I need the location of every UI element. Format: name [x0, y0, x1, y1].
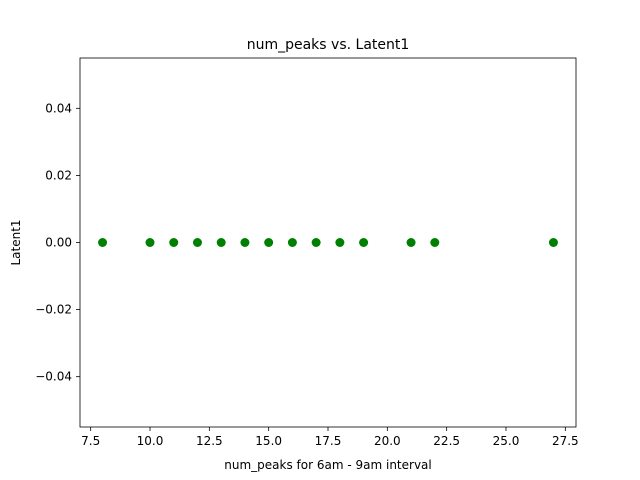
data-point — [192, 238, 202, 247]
data-point — [216, 238, 226, 247]
x-tick-label: 15.0 — [255, 434, 282, 448]
data-point — [406, 238, 416, 247]
data-point — [287, 238, 297, 247]
y-axis-label: Latent1 — [9, 219, 23, 265]
chart-title: num_peaks vs. Latent1 — [247, 37, 410, 53]
data-point — [169, 238, 179, 247]
y-tick-label: −0.04 — [35, 370, 72, 384]
x-tick-label: 7.5 — [81, 434, 100, 448]
plot-area: 7.5 10.0 12.5 15.0 17.5 20.0 22.5 25.0 27.5 −0.04… — [35, 57, 579, 448]
x-tick-label: 10.0 — [137, 434, 164, 448]
data-point — [359, 238, 369, 247]
data-point — [311, 238, 321, 247]
data-point — [98, 238, 108, 247]
x-axis-label: num_peaks for 6am - 9am interval — [224, 458, 431, 472]
data-point — [548, 238, 558, 247]
x-tick-label: 12.5 — [196, 434, 223, 448]
x-tick-label: 27.5 — [552, 434, 579, 448]
x-tick-label: 17.5 — [315, 434, 342, 448]
x-tick-label: 20.0 — [374, 434, 401, 448]
data-point — [145, 238, 155, 247]
x-tick-label: 25.0 — [493, 434, 520, 448]
data-point — [335, 238, 345, 247]
y-tick-label: 0.02 — [45, 168, 72, 182]
data-point — [240, 238, 250, 247]
data-point — [430, 238, 440, 247]
x-tick-label: 22.5 — [433, 434, 460, 448]
y-tick-label: 0.00 — [45, 236, 72, 250]
y-tick-label: 0.04 — [45, 101, 72, 115]
data-point — [264, 238, 274, 247]
y-tick-label: −0.02 — [35, 303, 72, 317]
